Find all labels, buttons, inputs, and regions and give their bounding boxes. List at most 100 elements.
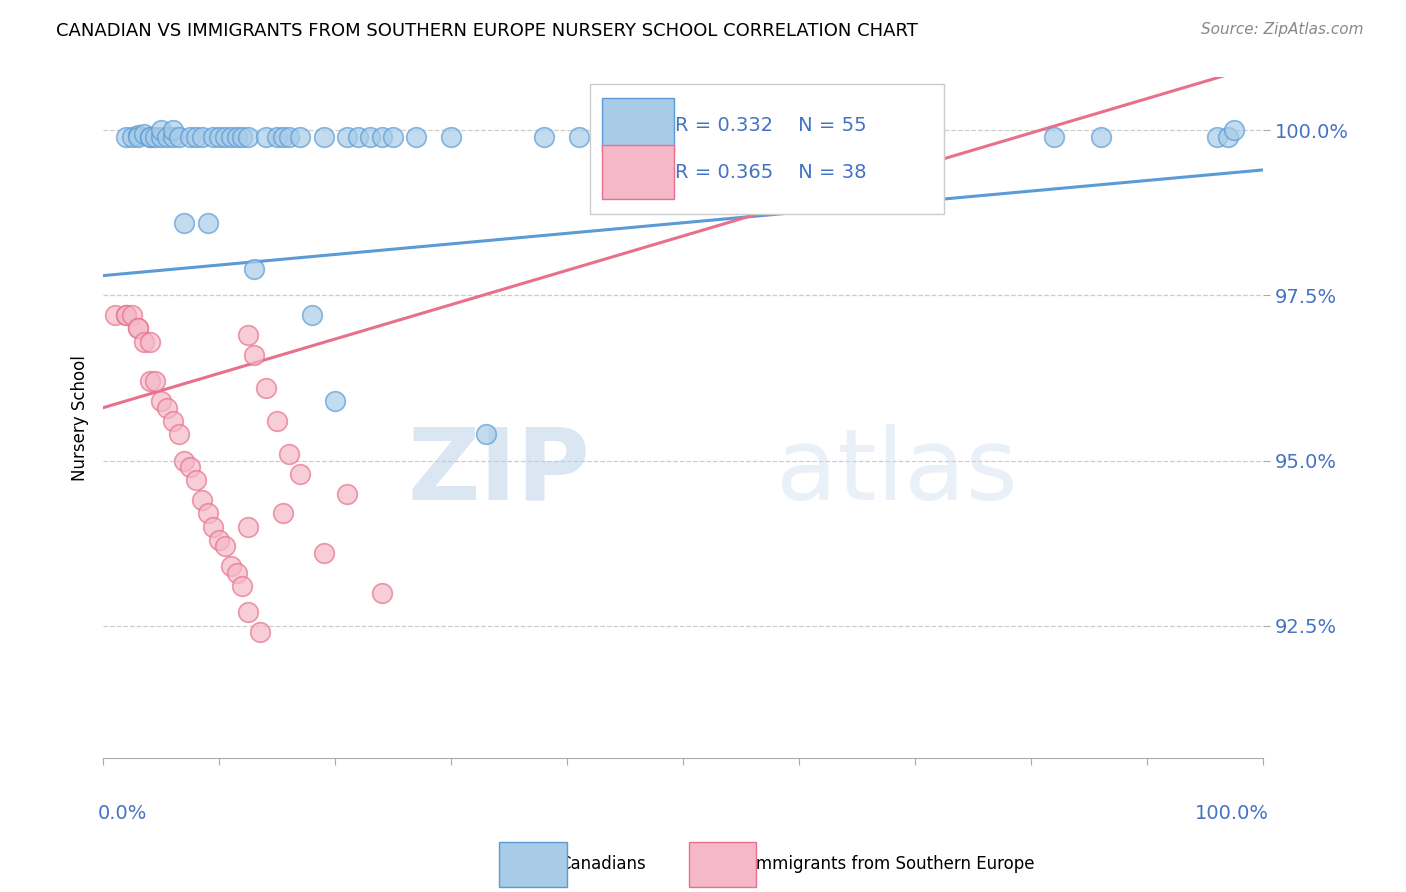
Point bbox=[312, 546, 335, 560]
Point bbox=[290, 467, 312, 481]
Point bbox=[132, 127, 155, 141]
Point bbox=[115, 308, 138, 322]
FancyBboxPatch shape bbox=[602, 98, 673, 151]
Point bbox=[231, 579, 253, 593]
Point bbox=[1043, 129, 1066, 144]
Point bbox=[249, 625, 271, 640]
Point bbox=[173, 216, 195, 230]
Point bbox=[132, 334, 155, 349]
Point bbox=[184, 474, 207, 488]
Text: R = 0.365    N = 38: R = 0.365 N = 38 bbox=[675, 163, 866, 182]
Point bbox=[787, 129, 810, 144]
Point bbox=[127, 128, 149, 142]
Text: Source: ZipAtlas.com: Source: ZipAtlas.com bbox=[1201, 22, 1364, 37]
Point bbox=[143, 374, 166, 388]
Point bbox=[202, 519, 225, 533]
Point bbox=[440, 129, 463, 144]
Text: CANADIAN VS IMMIGRANTS FROM SOUTHERN EUROPE NURSERY SCHOOL CORRELATION CHART: CANADIAN VS IMMIGRANTS FROM SOUTHERN EUR… bbox=[56, 22, 918, 40]
Point bbox=[156, 129, 179, 144]
Point bbox=[370, 585, 392, 599]
Point bbox=[162, 123, 184, 137]
Point bbox=[359, 129, 381, 144]
Point bbox=[1223, 123, 1246, 137]
Point bbox=[266, 414, 288, 428]
Point bbox=[197, 216, 219, 230]
Point bbox=[115, 129, 138, 144]
Point bbox=[405, 129, 427, 144]
Point bbox=[236, 606, 259, 620]
Point bbox=[236, 328, 259, 343]
Point bbox=[231, 129, 253, 144]
Point bbox=[614, 129, 637, 144]
Point bbox=[475, 427, 498, 442]
Text: 0.0%: 0.0% bbox=[97, 804, 146, 823]
Text: Immigrants from Southern Europe: Immigrants from Southern Europe bbox=[751, 855, 1035, 873]
Point bbox=[162, 129, 184, 144]
Point bbox=[214, 540, 236, 554]
Point bbox=[301, 308, 323, 322]
Text: atlas: atlas bbox=[776, 424, 1018, 521]
Point bbox=[1205, 129, 1227, 144]
Text: R = 0.332    N = 55: R = 0.332 N = 55 bbox=[675, 116, 866, 135]
Point bbox=[190, 129, 212, 144]
Point bbox=[162, 414, 184, 428]
Point bbox=[138, 374, 160, 388]
Point bbox=[219, 129, 242, 144]
Point bbox=[214, 129, 236, 144]
Point bbox=[672, 129, 695, 144]
Point bbox=[347, 129, 370, 144]
Y-axis label: Nursery School: Nursery School bbox=[72, 355, 89, 481]
Point bbox=[150, 123, 173, 137]
Point bbox=[370, 129, 392, 144]
Point bbox=[115, 308, 138, 322]
Point bbox=[179, 129, 201, 144]
Point bbox=[254, 129, 277, 144]
Point bbox=[323, 394, 346, 409]
Point bbox=[290, 129, 312, 144]
Point bbox=[127, 321, 149, 335]
Point bbox=[533, 129, 555, 144]
Point bbox=[127, 129, 149, 144]
Point bbox=[219, 559, 242, 574]
Text: Canadians: Canadians bbox=[560, 855, 647, 873]
Point bbox=[382, 129, 405, 144]
Point bbox=[277, 129, 299, 144]
Point bbox=[243, 262, 266, 277]
Point bbox=[138, 129, 160, 144]
Point bbox=[208, 129, 231, 144]
Point bbox=[156, 401, 179, 415]
Point bbox=[312, 129, 335, 144]
Point bbox=[730, 129, 752, 144]
Point bbox=[143, 129, 166, 144]
Point bbox=[271, 129, 294, 144]
Point bbox=[225, 129, 247, 144]
Point bbox=[173, 453, 195, 467]
Point bbox=[271, 507, 294, 521]
FancyBboxPatch shape bbox=[602, 145, 673, 199]
Point bbox=[138, 334, 160, 349]
Point bbox=[277, 447, 299, 461]
Point bbox=[336, 486, 359, 500]
Point bbox=[127, 321, 149, 335]
Point bbox=[138, 129, 160, 144]
Point bbox=[184, 129, 207, 144]
Point bbox=[904, 129, 927, 144]
Point bbox=[243, 348, 266, 362]
Point bbox=[104, 308, 127, 322]
Point bbox=[121, 308, 143, 322]
Point bbox=[150, 129, 173, 144]
Point bbox=[190, 493, 212, 508]
Point bbox=[121, 129, 143, 144]
FancyBboxPatch shape bbox=[591, 84, 943, 213]
Point bbox=[1090, 129, 1112, 144]
Text: ZIP: ZIP bbox=[408, 424, 591, 521]
Point bbox=[167, 427, 190, 442]
Point bbox=[167, 129, 190, 144]
Text: 100.0%: 100.0% bbox=[1195, 804, 1268, 823]
Point bbox=[150, 394, 173, 409]
Point bbox=[236, 129, 259, 144]
Point bbox=[225, 566, 247, 580]
Point bbox=[568, 129, 591, 144]
Point bbox=[179, 460, 201, 475]
Point bbox=[266, 129, 288, 144]
